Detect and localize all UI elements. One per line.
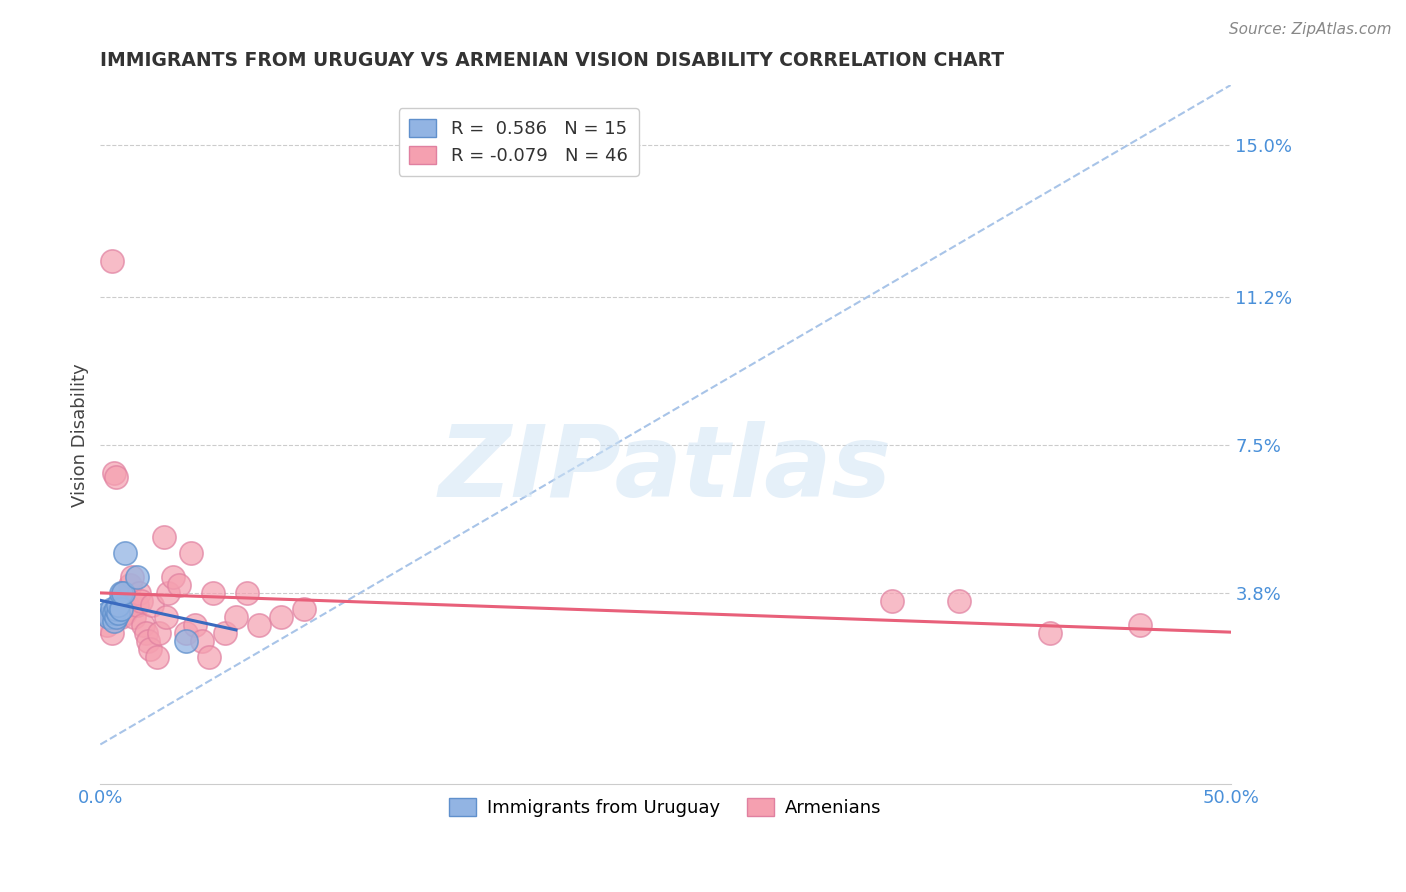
Point (122, 609, 145, 624)
Point (270, 609, 292, 624)
Point (125, 569, 148, 583)
Point (247, 617, 270, 632)
Point (121, 569, 143, 583)
Point (135, 625, 157, 640)
Point (103, 466, 125, 480)
Point (139, 641, 162, 656)
Point (180, 546, 202, 560)
Text: ZIPatlas: ZIPatlas (439, 421, 891, 518)
Point (114, 546, 136, 560)
Point (129, 593, 152, 607)
Point (110, 585, 132, 599)
Point (214, 625, 236, 640)
Point (132, 617, 155, 632)
Point (169, 577, 191, 591)
Point (184, 617, 207, 632)
Point (105, 609, 128, 624)
Point (98, 609, 121, 624)
Legend: Immigrants from Uruguay, Armenians: Immigrants from Uruguay, Armenians (441, 790, 889, 824)
Point (146, 649, 169, 664)
Point (110, 601, 132, 615)
Point (174, 633, 197, 648)
Point (107, 601, 129, 615)
Point (128, 585, 150, 599)
Point (292, 601, 315, 615)
Point (948, 593, 970, 607)
Point (111, 593, 134, 607)
Point (198, 649, 221, 664)
Point (225, 609, 247, 624)
Point (174, 625, 197, 640)
Point (107, 598, 129, 612)
Point (98, 609, 121, 624)
Text: Source: ZipAtlas.com: Source: ZipAtlas.com (1229, 22, 1392, 37)
Text: IMMIGRANTS FROM URUGUAY VS ARMENIAN VISION DISABILITY CORRELATION CHART: IMMIGRANTS FROM URUGUAY VS ARMENIAN VISI… (100, 51, 1004, 70)
Point (100, 601, 122, 615)
Point (155, 609, 177, 624)
Point (148, 625, 170, 640)
Point (100, 254, 122, 268)
Point (125, 598, 148, 612)
Point (202, 585, 225, 599)
Point (152, 530, 174, 544)
Point (105, 469, 128, 483)
Point (107, 606, 129, 620)
Point (103, 606, 125, 620)
Point (141, 598, 163, 612)
Point (880, 593, 903, 607)
Y-axis label: Vision Disability: Vision Disability (72, 363, 89, 507)
Point (110, 609, 132, 624)
Point (236, 585, 259, 599)
Point (114, 606, 136, 620)
Point (111, 585, 134, 599)
Point (1129, 617, 1152, 632)
Point (103, 614, 125, 628)
Point (118, 577, 141, 591)
Point (100, 625, 122, 640)
Point (111, 585, 134, 599)
Point (96, 606, 118, 620)
Point (1039, 625, 1062, 640)
Point (157, 585, 180, 599)
Point (162, 569, 184, 583)
Point (191, 633, 214, 648)
Point (136, 633, 159, 648)
Point (105, 601, 128, 615)
Point (96, 617, 118, 632)
Point (117, 598, 139, 612)
